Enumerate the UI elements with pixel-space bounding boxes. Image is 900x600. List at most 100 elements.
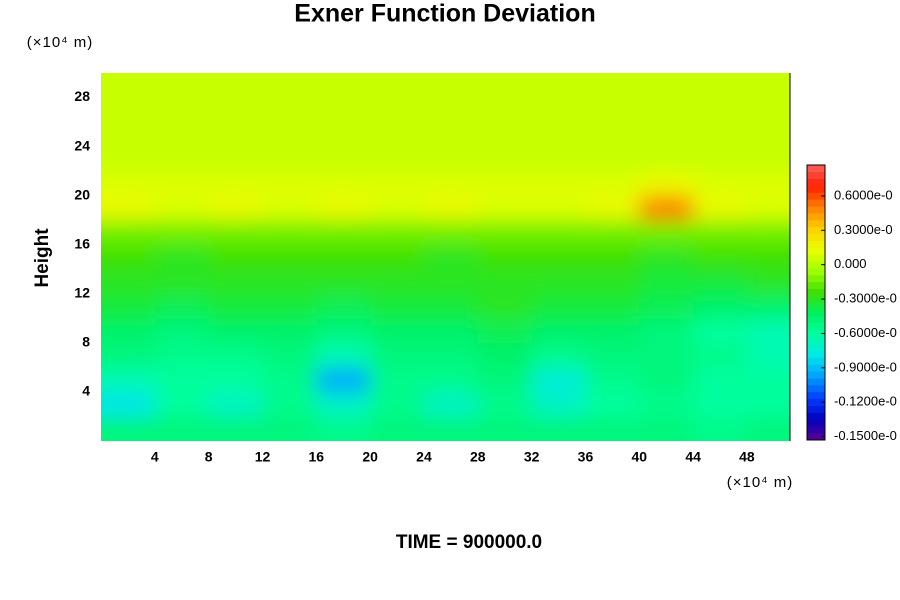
contour-cell [531,73,586,99]
contour-cell [101,146,156,172]
contour-cell [585,367,640,393]
contour-field [101,73,790,441]
contour-cell [531,391,586,417]
contour-cell [101,220,156,246]
contour-cell [423,73,479,99]
contour-cell [477,318,533,344]
contour-cell [531,171,586,197]
colorbar-band [807,309,825,317]
contour-cell [477,220,533,246]
contour-cell [316,391,371,417]
contour-cell [746,146,790,172]
contour-cell [746,391,790,417]
contour-cell [585,73,640,99]
contour-cell [154,293,210,319]
x-tick-label: 48 [739,449,755,465]
contour-cell [477,269,533,295]
contour-cell [154,244,210,270]
contour-cell [639,416,694,441]
contour-cell [101,122,156,148]
contour-cell [693,146,748,172]
contour-cell [154,146,210,172]
contour-cell [370,220,425,246]
contour-cell [477,122,533,148]
contour-cell [531,220,586,246]
contour-cell [370,171,425,197]
contour-cell [693,342,748,368]
colorbar-band [807,247,825,255]
colorbar-band [807,378,825,386]
contour-cell [746,97,790,123]
y-axis-label: Height [32,228,53,288]
contour-cell [370,73,425,99]
contour-cell [262,220,317,246]
contour-cell [693,391,748,417]
contour-cell [208,122,263,148]
contour-cell [585,416,640,441]
contour-cell [585,318,640,344]
colorbar-label: -0.3000e-0 [834,291,897,306]
colorbar-band [807,357,825,365]
contour-cell [101,269,156,295]
colorbar-band [807,371,825,379]
contour-cell [370,342,425,368]
contour-cell [477,391,533,417]
contour-cell [316,171,371,197]
contour-cell [585,122,640,148]
colorbar-band [807,336,825,345]
contour-cell [639,244,694,270]
colorbar-band [807,233,825,241]
contour-cell [639,97,694,123]
contour-cell [423,122,479,148]
colorbar-frame [806,164,826,441]
colorbar-band [807,192,825,200]
colorbar-band [807,254,825,262]
contour-cell [693,195,748,221]
colorbar-band [807,323,825,331]
y-tick-label: 12 [74,285,90,301]
contour-cell [370,97,425,123]
contour-cell [101,416,156,441]
contour-cell [423,195,479,221]
contour-cell [154,97,210,123]
contour-cell [316,73,371,99]
colorbar-band [807,171,825,180]
colorbar-band [807,405,825,413]
colorbar-band [807,178,825,186]
contour-cell [477,195,533,221]
contour-cell [531,269,586,295]
x-unit: (×10⁴ m) [727,474,794,491]
contour-cell [316,269,371,295]
contour-cell [423,318,479,344]
contour-cell [370,146,425,172]
colorbar-band [807,398,825,406]
contour-cell [262,391,317,417]
colorbar-band [807,295,825,303]
contour-cell [746,367,790,393]
contour-cell [639,122,694,148]
contour-cell [208,269,263,295]
contour-cell [693,293,748,319]
contour-cell [585,342,640,368]
x-tick-label: 44 [685,449,701,465]
contour-cell [316,342,371,368]
contour-cell [746,73,790,99]
contour-cell [101,293,156,319]
contour-cell [208,73,263,99]
contour-cell [208,391,263,417]
y-tick-label: 16 [74,235,90,251]
contour-cell [639,195,694,221]
contour-cell [423,342,479,368]
contour-cell [262,195,317,221]
contour-cell [208,318,263,344]
contour-cell [208,97,263,123]
colorbar-band [807,240,825,248]
contour-cell [101,73,156,99]
contour-cell [585,146,640,172]
colorbar-band [807,226,825,235]
contour-cell [639,342,694,368]
colorbar-band [807,330,825,338]
contour-cell [154,122,210,148]
contour-cell [639,293,694,319]
